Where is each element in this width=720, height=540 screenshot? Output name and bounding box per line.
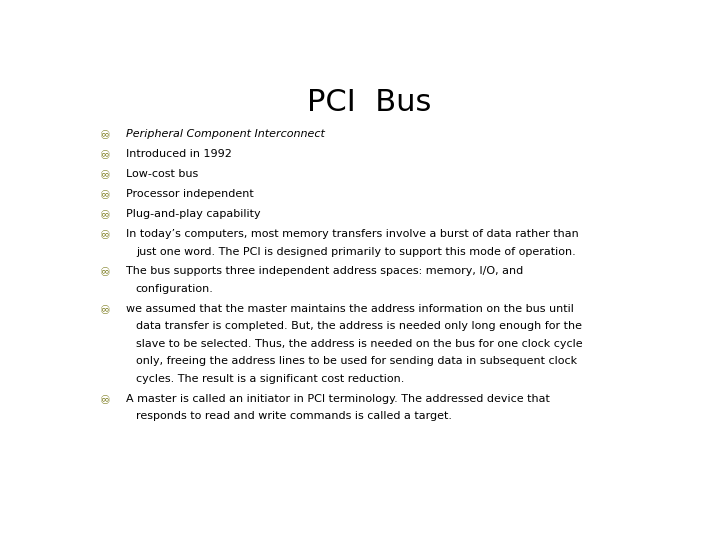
Text: Low-cost bus: Low-cost bus bbox=[126, 169, 199, 179]
Text: ♾: ♾ bbox=[100, 129, 111, 142]
Text: responds to read and write commands is called a target.: responds to read and write commands is c… bbox=[136, 411, 451, 421]
Text: cycles. The result is a significant cost reduction.: cycles. The result is a significant cost… bbox=[136, 374, 404, 384]
Text: In today’s computers, most memory transfers involve a burst of data rather than: In today’s computers, most memory transf… bbox=[126, 229, 579, 239]
Text: ♾: ♾ bbox=[100, 149, 111, 162]
Text: slave to be selected. Thus, the address is needed on the bus for one clock cycle: slave to be selected. Thus, the address … bbox=[136, 339, 582, 349]
Text: ♾: ♾ bbox=[100, 394, 111, 407]
Text: just one word. The PCI is designed primarily to support this mode of operation.: just one word. The PCI is designed prima… bbox=[136, 246, 575, 256]
Text: ♾: ♾ bbox=[100, 209, 111, 222]
Text: we assumed that the master maintains the address information on the bus until: we assumed that the master maintains the… bbox=[126, 304, 574, 314]
Text: ♾: ♾ bbox=[100, 304, 111, 317]
Text: configuration.: configuration. bbox=[136, 284, 214, 294]
Text: ♾: ♾ bbox=[100, 169, 111, 182]
Text: Peripheral Component Interconnect: Peripheral Component Interconnect bbox=[126, 129, 325, 139]
Text: PCI  Bus: PCI Bus bbox=[307, 87, 431, 117]
Text: data transfer is completed. But, the address is needed only long enough for the: data transfer is completed. But, the add… bbox=[136, 321, 582, 332]
Text: ♾: ♾ bbox=[100, 266, 111, 280]
Text: Plug-and-play capability: Plug-and-play capability bbox=[126, 209, 261, 219]
Text: The bus supports three independent address spaces: memory, I/O, and: The bus supports three independent addre… bbox=[126, 266, 523, 276]
Text: A master is called an initiator in PCI terminology. The addressed device that: A master is called an initiator in PCI t… bbox=[126, 394, 550, 404]
Text: ♾: ♾ bbox=[100, 229, 111, 242]
Text: Introduced in 1992: Introduced in 1992 bbox=[126, 149, 232, 159]
Text: only, freeing the address lines to be used for sending data in subsequent clock: only, freeing the address lines to be us… bbox=[136, 356, 577, 366]
Text: Processor independent: Processor independent bbox=[126, 189, 254, 199]
Text: ♾: ♾ bbox=[100, 189, 111, 202]
